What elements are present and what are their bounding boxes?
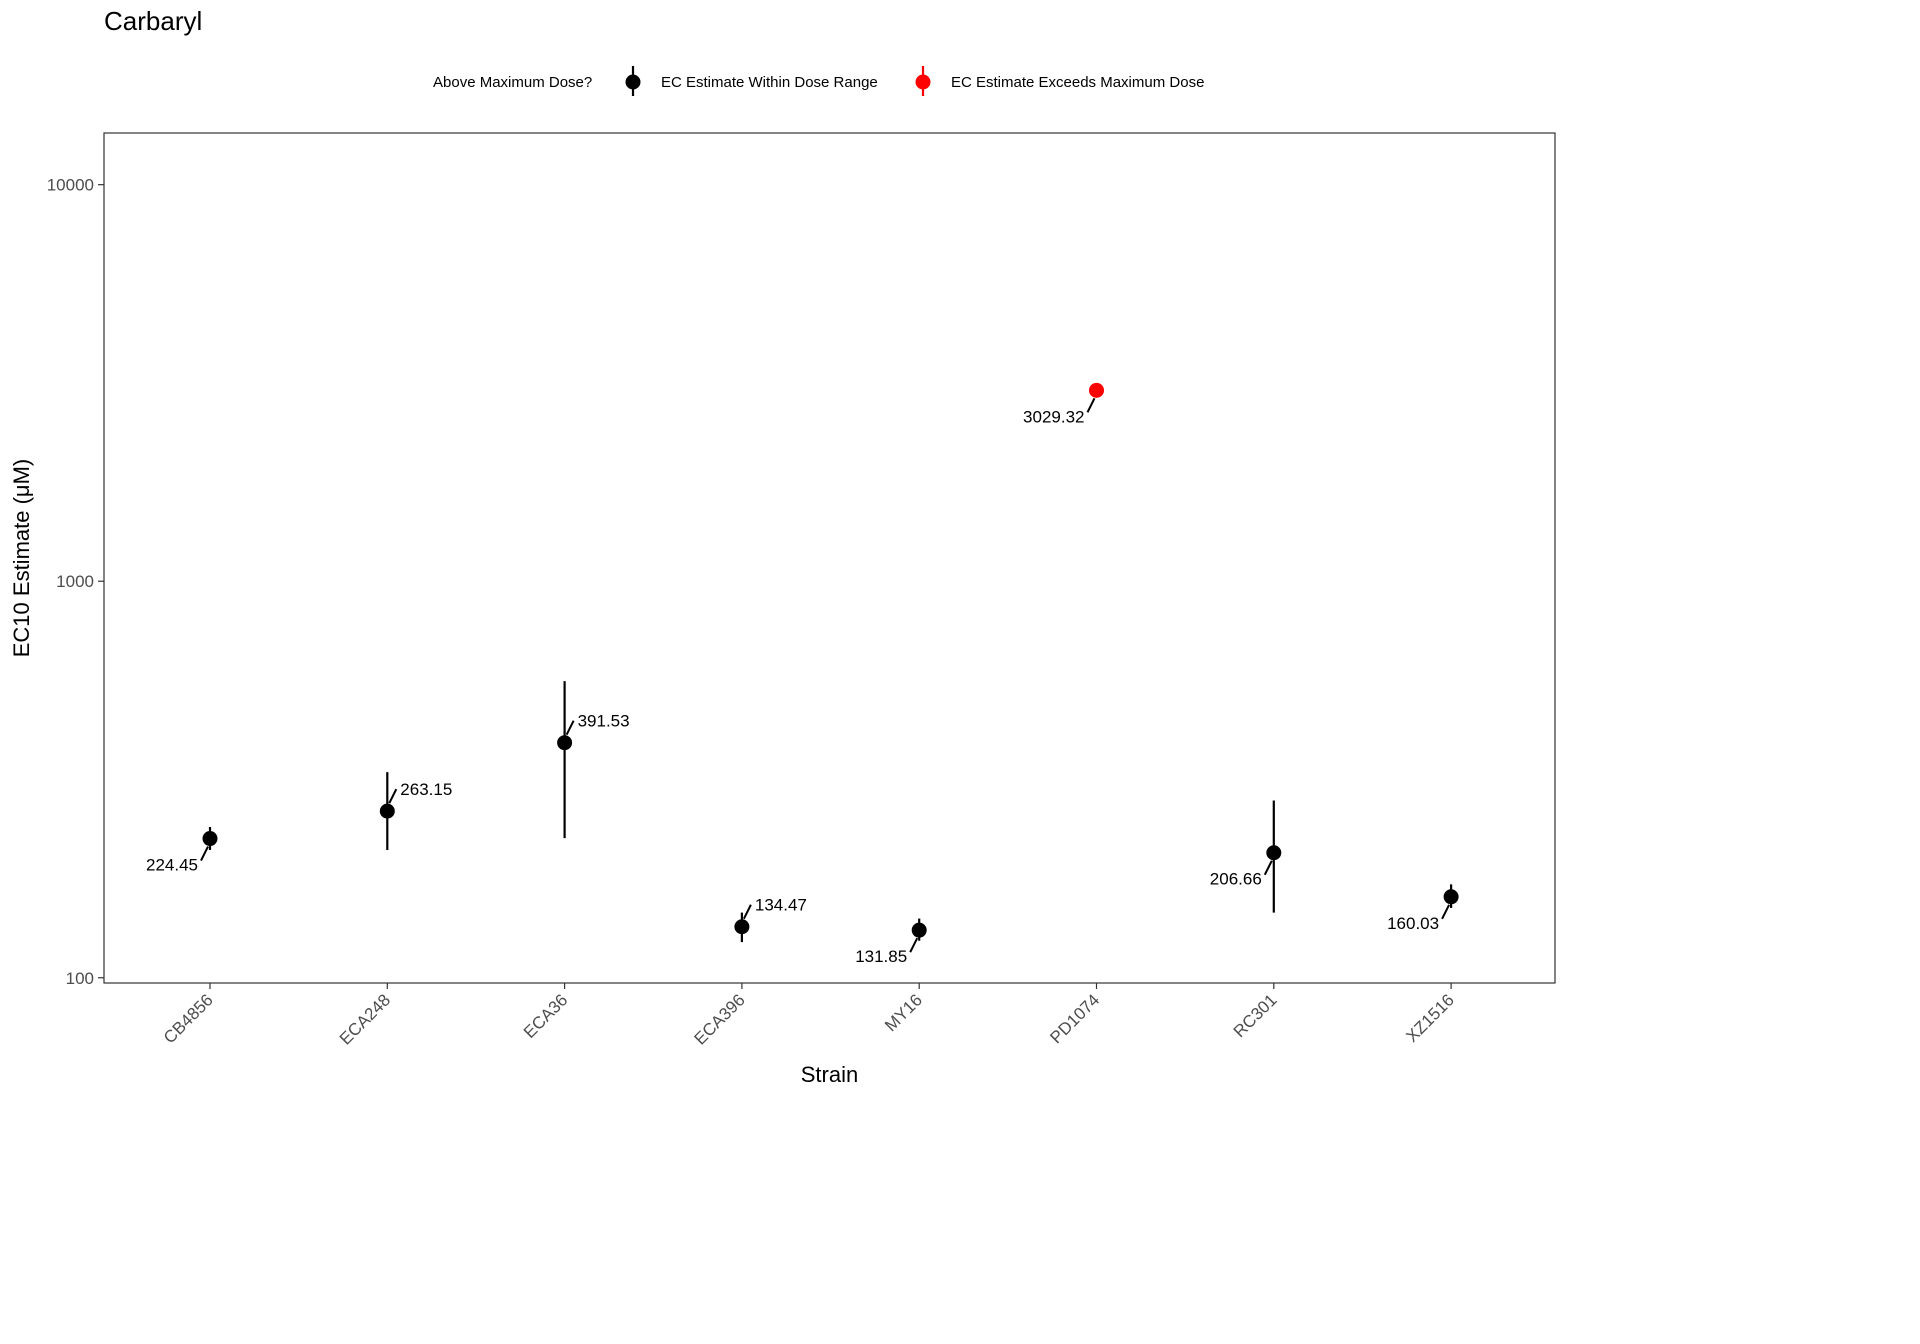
data-point [1089, 382, 1104, 398]
x-axis-title: Strain [801, 1062, 858, 1087]
data-point [557, 735, 573, 751]
label-leader [1086, 397, 1096, 413]
legend-key-point [915, 74, 931, 90]
x-tick-label: CB4856 [160, 990, 217, 1047]
label-leader [200, 846, 209, 861]
data-label: 391.53 [578, 712, 630, 731]
y-tick-label: 1000 [56, 572, 94, 591]
y-tick-label: 100 [66, 969, 94, 988]
data-point [911, 922, 927, 938]
data-label: 263.15 [400, 780, 452, 799]
data-point [1443, 889, 1459, 905]
x-tick-label: ECA396 [691, 990, 749, 1048]
data-label: 160.03 [1387, 914, 1439, 933]
label-leader [909, 937, 919, 953]
x-tick-label: XZ1516 [1402, 990, 1458, 1046]
legend-entry-label: EC Estimate Within Dose Range [661, 74, 878, 91]
data-label: 131.85 [855, 947, 907, 966]
x-tick-label: ECA248 [336, 990, 394, 1048]
y-axis-title: EC10 Estimate (μM) [9, 459, 34, 658]
plot-area: 100 1000 10000 CB4856 ECA248 ECA36 ECA396 MY16 P… [9, 132, 1556, 1087]
legend-entry-label: EC Estimate Exceeds Maximum Dose [951, 74, 1204, 91]
data-point [202, 831, 218, 847]
plot-panel-border [103, 132, 1556, 984]
x-tick-label: PD1074 [1046, 990, 1103, 1047]
label-leader [388, 788, 398, 804]
data-label: 134.47 [755, 896, 807, 915]
data-label: 224.45 [146, 856, 198, 875]
x-tick-label: MY16 [881, 990, 926, 1035]
data-point [1266, 845, 1282, 861]
data-label: 3029.32 [1023, 407, 1084, 426]
data-point [379, 803, 395, 819]
legend-key-point [625, 74, 641, 90]
chart-title: Carbaryl [104, 6, 203, 36]
legend-title: Above Maximum Dose? [433, 74, 592, 91]
label-leader [743, 904, 752, 920]
label-leader [1263, 860, 1273, 876]
data-point [734, 919, 750, 935]
data-label: 206.66 [1210, 870, 1262, 889]
x-tick-label: ECA36 [520, 990, 572, 1042]
y-tick-label: 10000 [47, 176, 94, 195]
label-leader [565, 720, 575, 736]
label-leader [1441, 904, 1450, 920]
x-tick-label: RC301 [1230, 990, 1281, 1041]
legend: Above Maximum Dose? EC Estimate Within Do… [433, 66, 1204, 96]
